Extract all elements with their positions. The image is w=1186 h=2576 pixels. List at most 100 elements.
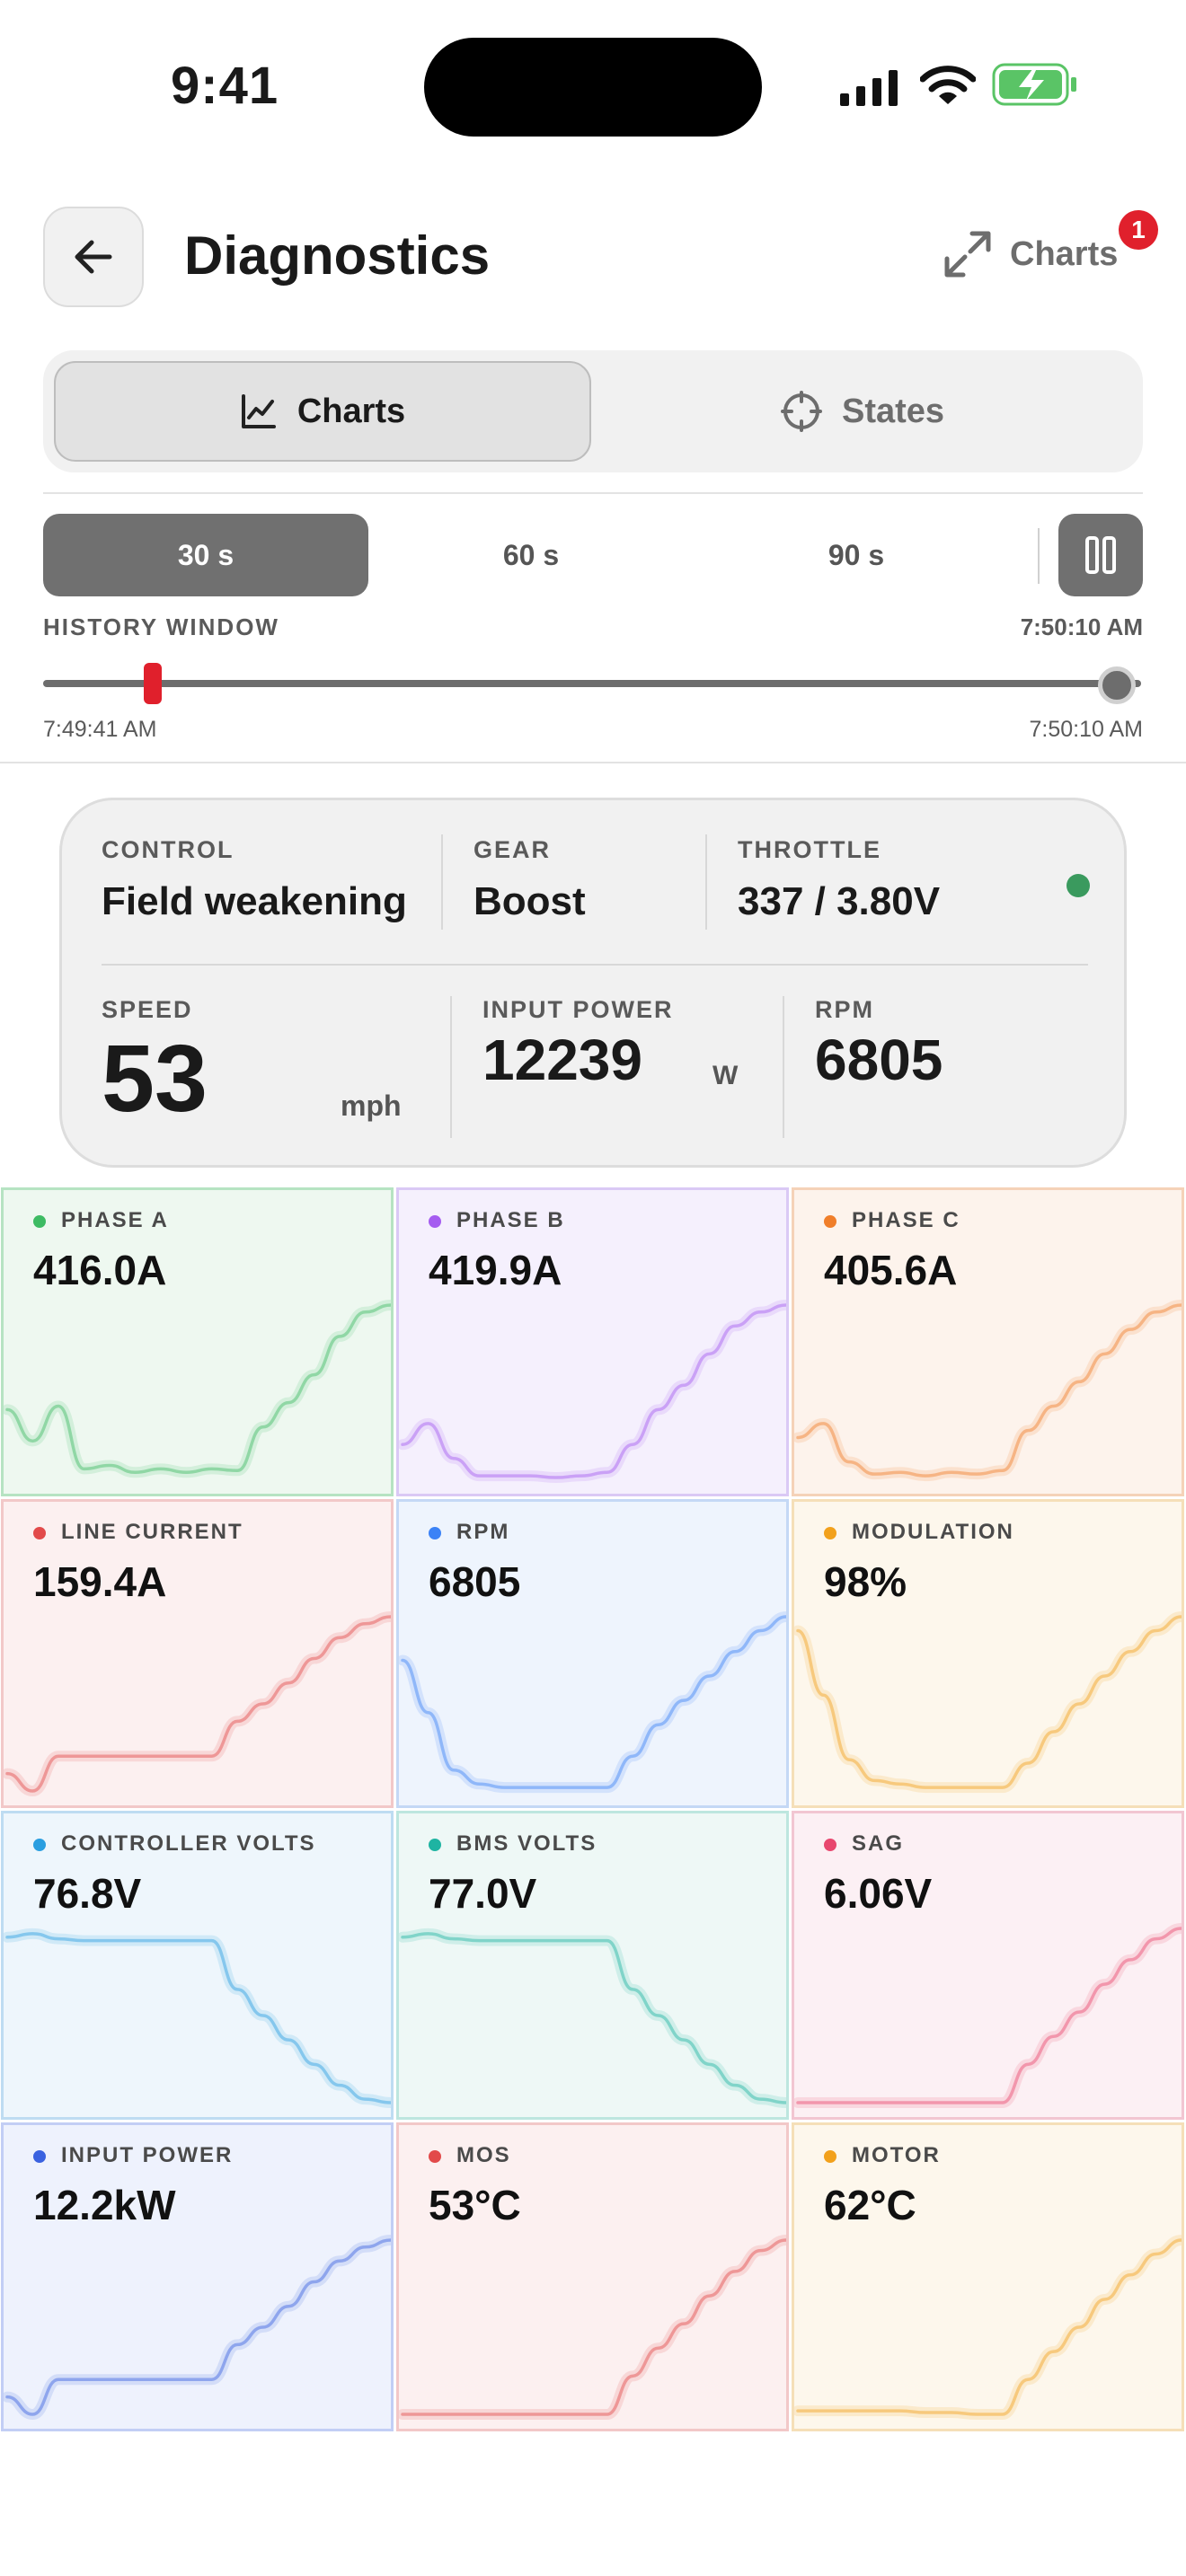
- window-option-30s[interactable]: 30 s: [43, 514, 368, 596]
- history-window-label: HISTORY WINDOW: [43, 613, 279, 640]
- divider: [441, 834, 443, 930]
- divider: [1038, 528, 1040, 584]
- sparkline-glow: [794, 1611, 1182, 1794]
- metric-label: CONTROLLER VOLTS: [61, 1831, 316, 1856]
- cellular-signal-icon: [840, 70, 903, 110]
- metric-label: LINE CURRENT: [61, 1520, 243, 1544]
- sparkline-line: [5, 1615, 391, 1793]
- metric-tile-rpm[interactable]: RPM 6805: [396, 1499, 789, 1808]
- metric-value: 77.0V: [429, 1870, 537, 1917]
- pause-button[interactable]: [1058, 514, 1143, 596]
- sparkline-chart: [794, 1611, 1182, 1794]
- metric-value: 12.2kW: [33, 2182, 176, 2228]
- sparkline-chart: [4, 1300, 391, 1478]
- sparkline-chart: [4, 1928, 391, 2108]
- sparkline-line: [796, 1303, 1182, 1478]
- sparkline-glow: [4, 2235, 391, 2421]
- sparkline-chart: [399, 1300, 786, 1484]
- line-chart-icon: [241, 394, 276, 428]
- metric-label: SAG: [852, 1831, 905, 1856]
- sparkline-line: [401, 1615, 786, 1789]
- window-option-60s[interactable]: 60 s: [502, 538, 560, 571]
- metric-value: 62°C: [824, 2182, 916, 2228]
- gear-value: Boost: [474, 879, 586, 923]
- series-color-dot: [824, 2150, 836, 2163]
- sparkline-glow: [4, 1611, 391, 1797]
- speed-unit: mph: [341, 1090, 402, 1122]
- back-button[interactable]: [43, 207, 144, 307]
- history-end-handle[interactable]: [1098, 666, 1136, 704]
- metric-tile-motor[interactable]: MOTOR 62°C: [792, 2122, 1184, 2431]
- metric-tile-phase-a[interactable]: PHASE A 416.0A: [1, 1187, 394, 1496]
- metric-tile-phase-c[interactable]: PHASE C 405.6A: [792, 1187, 1184, 1496]
- tab-charts[interactable]: Charts: [54, 361, 591, 462]
- sparkline-glow: [399, 1928, 786, 2108]
- crosshair-icon: [780, 391, 822, 432]
- connection-status-dot: [1067, 874, 1090, 897]
- rpm-label: RPM: [815, 996, 874, 1023]
- divider: [705, 834, 707, 930]
- series-color-dot: [429, 1839, 441, 1851]
- gear-label: GEAR: [474, 836, 552, 863]
- metric-tile-line-current[interactable]: LINE CURRENT 159.4A: [1, 1499, 394, 1808]
- sparkline-chart: [399, 2235, 786, 2420]
- history-slider-track[interactable]: [43, 680, 1141, 687]
- sparkline-glow: [794, 1923, 1182, 2108]
- view-segmented-control: Charts States: [43, 350, 1143, 472]
- divider: [450, 996, 452, 1138]
- divider: [43, 492, 1143, 494]
- series-color-dot: [33, 2150, 46, 2163]
- divider: [102, 964, 1088, 966]
- sparkline-glow: [399, 2235, 786, 2420]
- sparkline-chart: [4, 2235, 391, 2421]
- throttle-value: 337 / 3.80V: [738, 879, 941, 923]
- metric-value: 6805: [429, 1558, 521, 1605]
- metric-tile-controller-volts[interactable]: CONTROLLER VOLTS 76.8V: [1, 1811, 394, 2120]
- sparkline-glow: [794, 2235, 1182, 2420]
- series-color-dot: [429, 2150, 441, 2163]
- metric-label: PHASE C: [852, 1208, 960, 1232]
- input-power-unit: W: [712, 1061, 739, 1090]
- metric-tile-sag[interactable]: SAG 6.06V: [792, 1811, 1184, 2120]
- series-color-dot: [824, 1527, 836, 1539]
- sparkline-line: [5, 1932, 391, 2104]
- sparkline-chart: [399, 1611, 786, 1794]
- sparkline-glow: [399, 1611, 786, 1794]
- tab-states[interactable]: States: [593, 361, 1132, 462]
- series-color-dot: [33, 1215, 46, 1228]
- series-color-dot: [824, 1839, 836, 1851]
- metric-label: INPUT POWER: [61, 2143, 234, 2167]
- charts-expand-button[interactable]: Charts: [943, 230, 1118, 278]
- sparkline-line: [401, 1932, 786, 2104]
- history-end-time: 7:50:10 AM: [1020, 613, 1143, 640]
- window-option-90s[interactable]: 90 s: [828, 538, 885, 571]
- sparkline-chart: [794, 2235, 1182, 2420]
- metric-label: BMS VOLTS: [456, 1831, 597, 1856]
- sparkline-glow: [4, 1300, 391, 1478]
- metric-tile-bms-volts[interactable]: BMS VOLTS 77.0V: [396, 1811, 789, 2120]
- metric-value: 159.4A: [33, 1558, 167, 1605]
- input-power-label: INPUT POWER: [482, 996, 674, 1023]
- history-start-handle[interactable]: [144, 663, 162, 704]
- sparkline-glow: [399, 1300, 786, 1484]
- metric-tile-mos[interactable]: MOS 53°C: [396, 2122, 789, 2431]
- metric-value: 53°C: [429, 2182, 521, 2228]
- metric-value: 6.06V: [824, 1870, 933, 1917]
- battery-charging-icon: [992, 63, 1078, 110]
- range-end-time: 7:50:10 AM: [1029, 717, 1143, 742]
- series-color-dot: [33, 1839, 46, 1851]
- wifi-icon: [919, 65, 977, 110]
- metric-label: MOTOR: [852, 2143, 941, 2167]
- dynamic-island: [424, 38, 762, 137]
- metric-tile-phase-b[interactable]: PHASE B 419.9A: [396, 1187, 789, 1496]
- sparkline-glow: [794, 1300, 1182, 1482]
- metric-tile-modulation[interactable]: MODULATION 98%: [792, 1499, 1184, 1808]
- sparkline-line: [5, 2238, 391, 2416]
- expand-icon: [944, 231, 991, 278]
- sparkline-line: [796, 2238, 1182, 2416]
- series-color-dot: [33, 1527, 46, 1539]
- metric-value: 405.6A: [824, 1247, 958, 1293]
- sparkline-line: [5, 1303, 391, 1474]
- metric-tile-input-power[interactable]: INPUT POWER 12.2kW: [1, 2122, 394, 2431]
- pause-icon: [1085, 536, 1116, 574]
